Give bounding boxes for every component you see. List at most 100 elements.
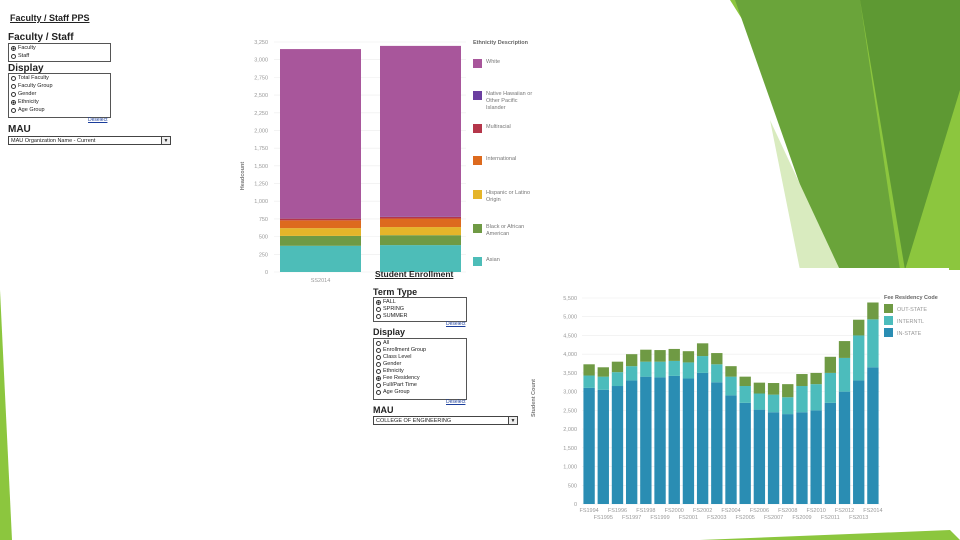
term-type-radio-group: FALL SPRING SUMMER [373, 297, 467, 322]
y-tick-label: 3,250 [254, 40, 268, 46]
y-tick-label: 250 [259, 252, 268, 258]
bar-segment [711, 353, 723, 365]
y-tick-label: 750 [259, 217, 268, 223]
radio-icon [376, 347, 381, 353]
enrollment-chart-panel [527, 268, 949, 530]
bar-segment [611, 372, 624, 387]
legend-swatch [473, 59, 482, 68]
bar-segment [583, 387, 595, 504]
student-display-option-full-part-time[interactable]: Full/Part Time [376, 381, 417, 389]
bar-segment [696, 343, 709, 357]
y-tick-label: 1,750 [254, 146, 268, 152]
bar-segment [654, 361, 666, 378]
bar-segment [739, 402, 751, 504]
radio-icon [376, 361, 381, 367]
student-display-option-fee-residency[interactable]: Fee Residency [376, 374, 420, 382]
legend-title: Fee Residency Code [884, 295, 938, 301]
y-tick-label: 1,500 [254, 164, 268, 170]
term-option-summer[interactable]: SUMMER [376, 312, 407, 320]
student-display-option-class-level[interactable]: Class Level [376, 353, 411, 361]
bar-segment [696, 372, 709, 504]
radio-icon [11, 99, 16, 105]
legend-label: Black or African American [486, 224, 525, 237]
bar-segment [767, 394, 780, 413]
bar-segment [796, 374, 808, 387]
bar-segment [640, 349, 652, 362]
radio-icon [11, 91, 16, 97]
bar-segment [824, 402, 837, 504]
bar-segment [682, 378, 695, 504]
x-tick-label: FS2001 [679, 515, 698, 521]
bar-segment [380, 227, 461, 236]
x-tick-label: SS2014 [311, 278, 331, 284]
bar-segment [640, 361, 652, 377]
student-display-option-all[interactable]: All [376, 339, 389, 347]
radio-icon [376, 306, 381, 312]
x-tick-label: FS2011 [821, 515, 840, 521]
legend-label: Hispanic or Latino Origin [486, 190, 531, 203]
deselect-display-link[interactable]: Deselect [446, 399, 466, 405]
x-tick-label: FS2002 [693, 508, 712, 514]
legend-swatch [884, 304, 893, 313]
deselect-link[interactable]: Deselect [88, 117, 108, 123]
legend-item: Black or African American [473, 224, 533, 238]
bar-segment [711, 382, 723, 504]
bar-segment [867, 367, 879, 504]
display-option-total-faculty[interactable]: Total Faculty [11, 74, 49, 82]
bar-segment [380, 245, 461, 272]
display-option-gender[interactable]: Gender [11, 90, 36, 98]
x-tick-label: FS2013 [849, 515, 868, 521]
legend-swatch [473, 124, 482, 133]
student-display-option-enrollment-group[interactable]: Enrollment Group [376, 346, 426, 354]
y-tick-label: 2,500 [254, 93, 268, 99]
radio-icon [376, 375, 381, 381]
bar-segment [280, 235, 361, 246]
bar-segment [597, 367, 609, 377]
student-display-option-ethnicity[interactable]: Ethnicity [376, 367, 404, 375]
bar-segment [767, 383, 780, 395]
bar-segment [867, 302, 879, 320]
bar-segment [810, 372, 822, 385]
bar-segment [654, 377, 666, 504]
bar-segment [280, 245, 361, 272]
x-tick-label: FS1996 [608, 508, 627, 514]
bar-segment [583, 364, 595, 376]
right-green-shape-4 [770, 120, 840, 270]
staff-option[interactable]: Staff [11, 52, 29, 60]
faculty-staff-label: Faculty / Staff [8, 32, 74, 43]
y-tick-label: 2,000 [563, 427, 577, 433]
mau-label: MAU [8, 124, 31, 135]
display-option-faculty-group[interactable]: Faculty Group [11, 82, 53, 90]
bar-segment [280, 49, 361, 219]
student-mau-select[interactable]: COLLEGE OF ENGINEERING ▼ [373, 416, 518, 425]
term-option-fall[interactable]: FALL [376, 298, 396, 306]
x-tick-label: FS2003 [707, 515, 726, 521]
x-tick-label: FS2005 [736, 515, 755, 521]
deselect-term-link[interactable]: Deselect [446, 321, 466, 327]
radio-icon [376, 368, 381, 374]
y-tick-label: 3,000 [254, 58, 268, 64]
bar-segment [668, 360, 680, 376]
x-tick-label: FS2006 [750, 508, 769, 514]
y-axis-label: Student Count [531, 379, 537, 417]
x-tick-label: FS2000 [665, 508, 684, 514]
student-display-option-gender[interactable]: Gender [376, 360, 401, 368]
mau-select[interactable]: MAU Organization Name - Current ▼ [8, 136, 171, 145]
x-tick-label: FS1995 [594, 515, 613, 521]
term-option-spring[interactable]: SPRING [376, 305, 404, 313]
bar-segment [583, 375, 595, 388]
y-tick-label: 2,750 [254, 75, 268, 81]
legend-label: Native Hawaiian or Other Pacific Islande… [486, 91, 533, 111]
display-option-age-group[interactable]: Age Group [11, 106, 45, 114]
display-radio-group: Total Faculty Faculty Group Gender Ethni… [8, 73, 111, 118]
bar-segment [682, 351, 695, 363]
bar-segment [696, 356, 709, 373]
legend-swatch [884, 328, 893, 337]
faculty-option[interactable]: Faculty [11, 44, 36, 52]
bar-segment [753, 409, 766, 504]
bar-segment [867, 319, 879, 368]
radio-icon [376, 299, 381, 305]
display-option-ethnicity[interactable]: Ethnicity [11, 98, 39, 106]
legend-swatch [473, 190, 482, 199]
student-display-option-age-group[interactable]: Age Group [376, 388, 410, 396]
